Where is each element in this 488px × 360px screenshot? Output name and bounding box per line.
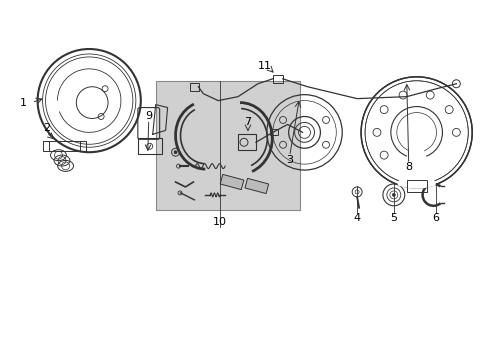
Bar <box>155 81 299 210</box>
Bar <box>269 129 277 135</box>
Text: 6: 6 <box>431 213 438 223</box>
Text: 3: 3 <box>285 155 292 165</box>
Wedge shape <box>397 132 435 188</box>
Circle shape <box>174 151 177 154</box>
Bar <box>406 180 426 192</box>
Bar <box>48 141 80 151</box>
Bar <box>190 83 199 91</box>
Circle shape <box>391 193 394 196</box>
Text: 2: 2 <box>43 123 50 134</box>
Text: 1: 1 <box>20 98 27 108</box>
Bar <box>138 138 162 154</box>
Bar <box>238 134 255 150</box>
Text: 7: 7 <box>244 117 251 127</box>
Text: 9: 9 <box>145 111 152 121</box>
Bar <box>244 178 268 194</box>
Text: 11: 11 <box>257 61 271 71</box>
Text: 4: 4 <box>353 213 360 223</box>
Bar <box>272 75 282 83</box>
Bar <box>220 174 244 190</box>
Text: 8: 8 <box>405 162 411 172</box>
Wedge shape <box>398 132 433 184</box>
Text: 10: 10 <box>213 217 227 227</box>
Text: 5: 5 <box>389 213 397 223</box>
